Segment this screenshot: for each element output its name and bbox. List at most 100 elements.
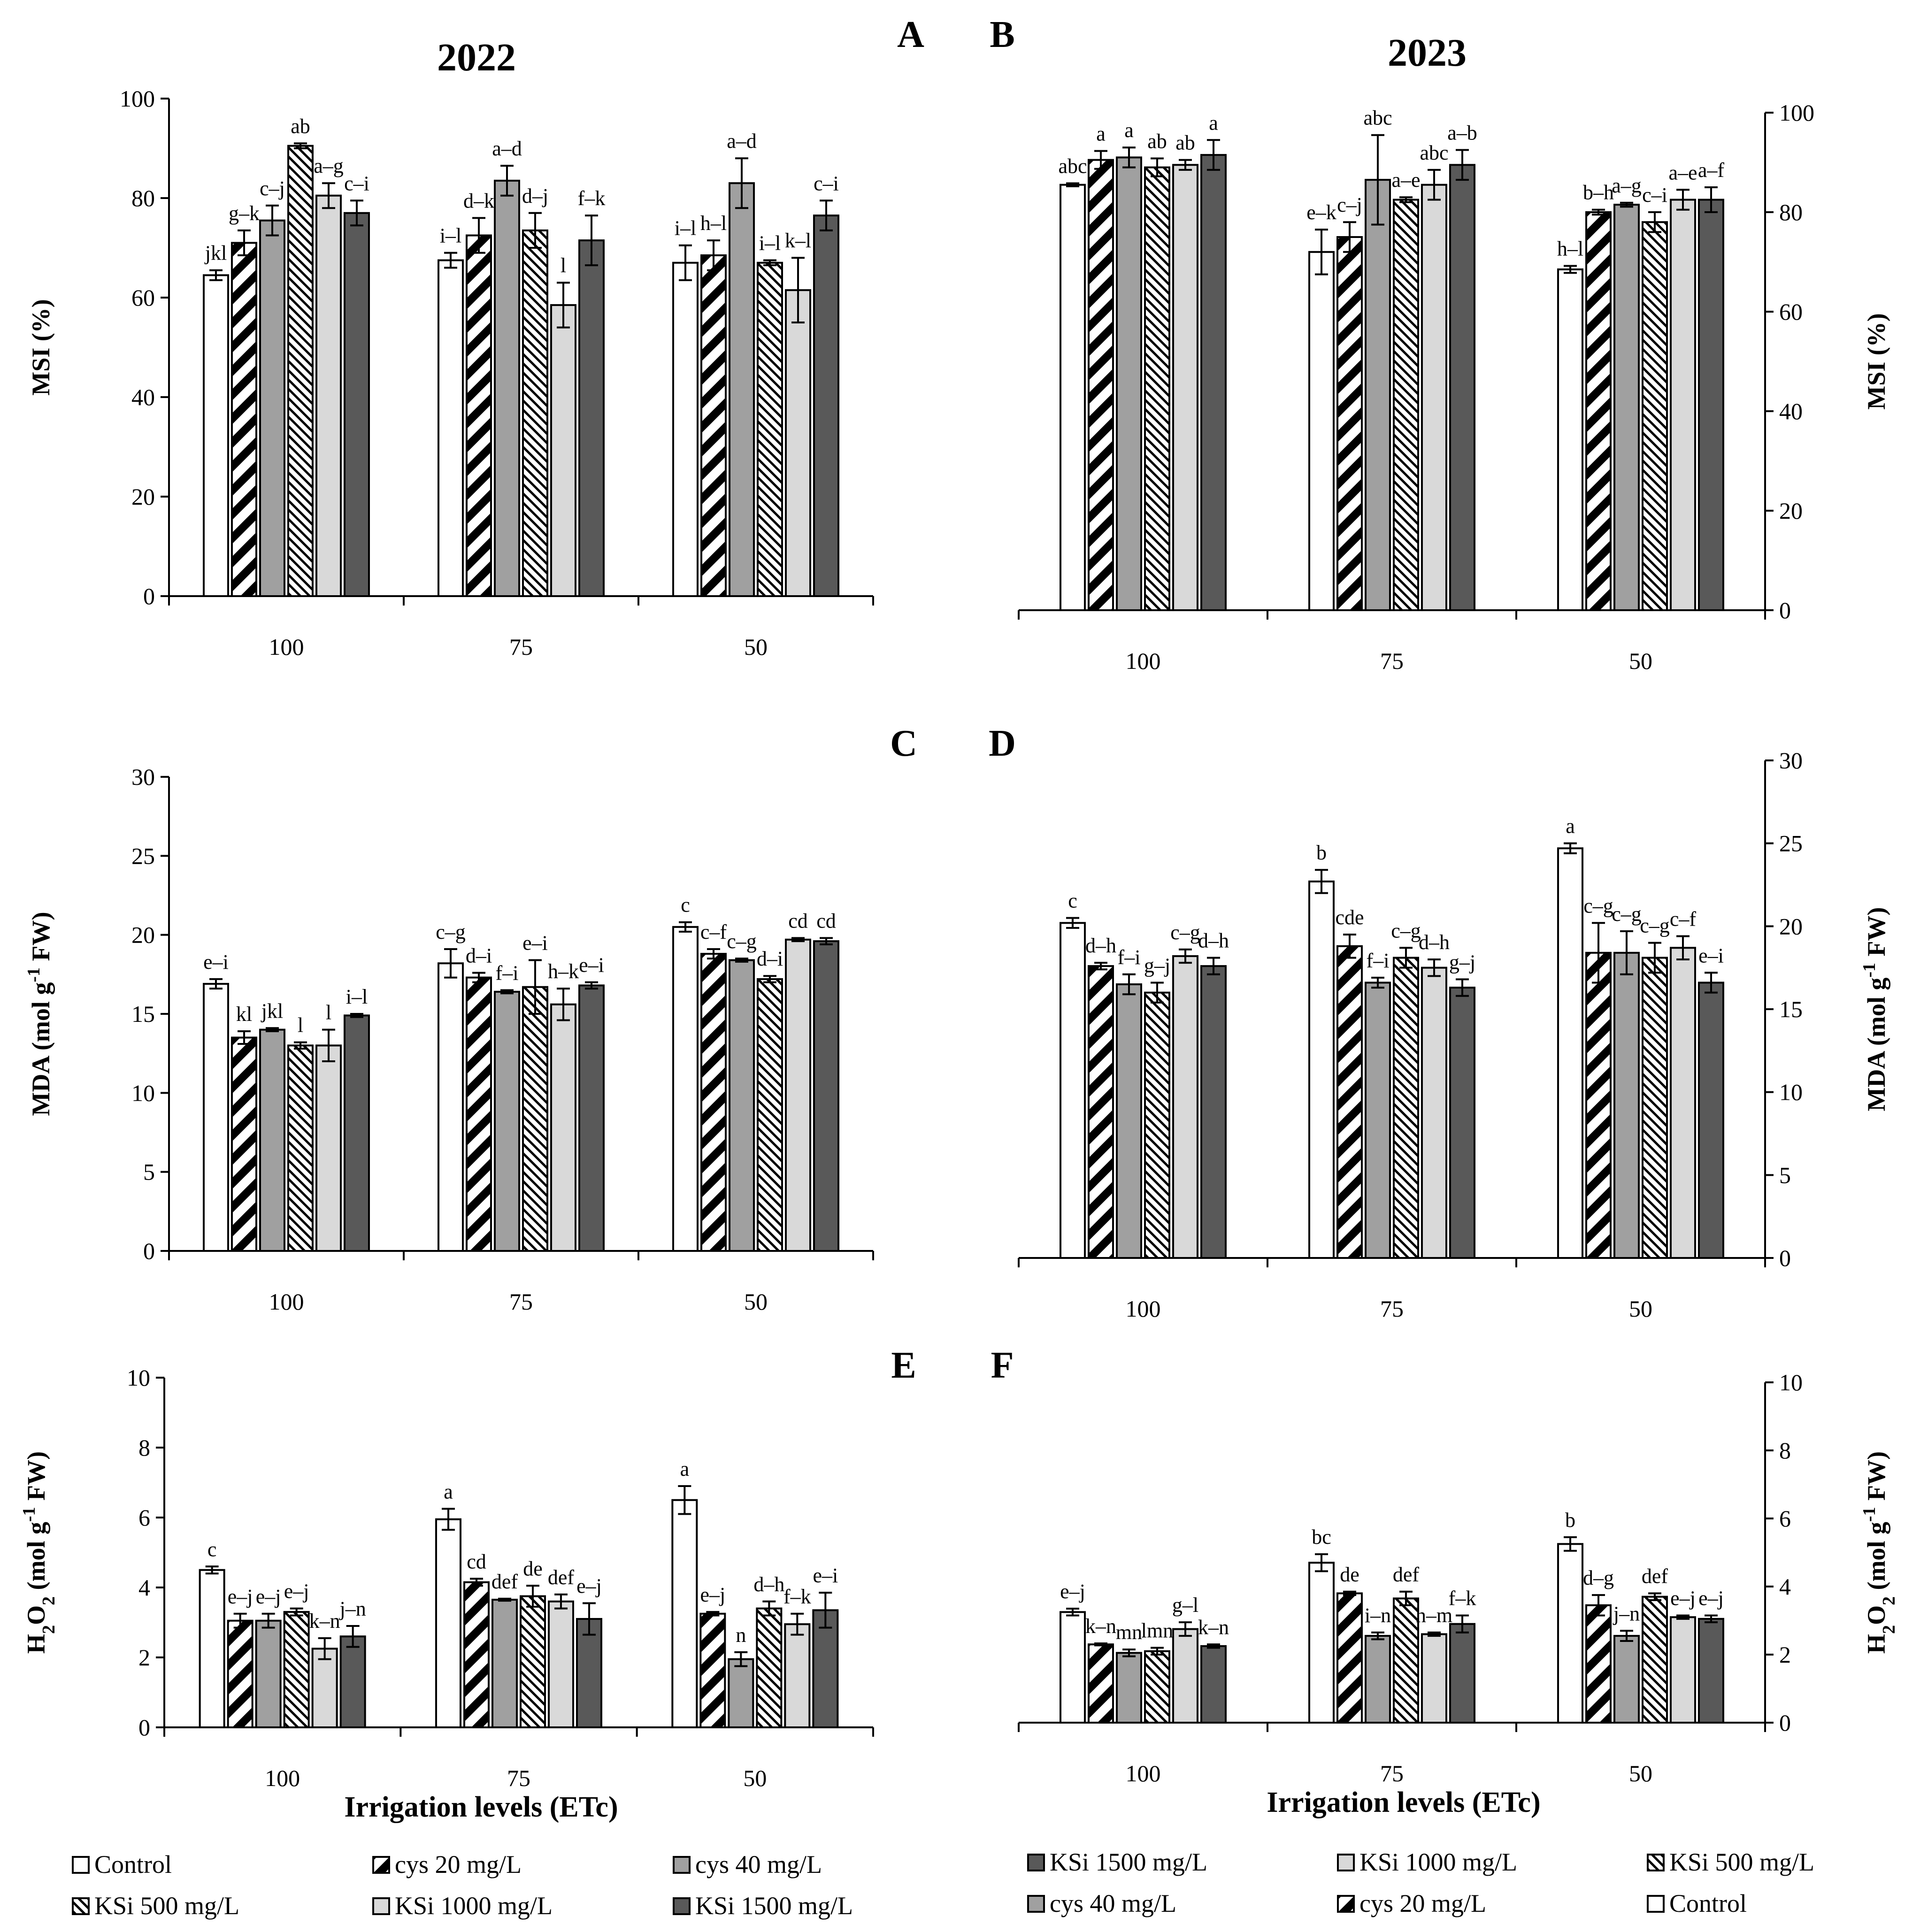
bar [1336, 236, 1363, 611]
significance-letter: a [680, 1457, 690, 1480]
significance-letter: a–d [492, 137, 522, 160]
significance-letter: i–l [675, 217, 696, 240]
bar [548, 1600, 574, 1729]
significance-letter: c–g [1391, 919, 1421, 942]
bar [1449, 1623, 1475, 1724]
bar [1336, 1592, 1363, 1724]
y-tick-label: 5 [1779, 1162, 1791, 1188]
bar [315, 194, 342, 597]
legend-swatch [372, 1856, 390, 1874]
bar [203, 274, 229, 597]
y-tick-label: 10 [127, 1365, 150, 1391]
panel-title: 2022 [437, 36, 516, 79]
significance-letter: j–n [1613, 1602, 1640, 1625]
bar [1308, 251, 1335, 611]
significance-letter: c–f [1670, 908, 1697, 931]
y-tick-label: 8 [138, 1434, 150, 1461]
significance-letter: h–l [1557, 237, 1583, 260]
bar [1421, 184, 1447, 611]
y-tick-label: 2 [1779, 1641, 1791, 1668]
significance-letter: e–j [284, 1580, 309, 1603]
significance-letter: l [561, 254, 566, 277]
y-tick-label: 4 [1779, 1573, 1791, 1600]
bar [520, 1595, 546, 1728]
bar [1088, 1643, 1114, 1724]
legend-item: cys 20 mg/L [1337, 1889, 1486, 1917]
y-tick-label: 25 [1779, 830, 1803, 857]
significance-letter: a–f [1698, 159, 1725, 182]
significance-letter: i–l [759, 232, 781, 255]
legend-swatch [673, 1856, 691, 1874]
significance-letter: i–l [346, 985, 368, 1008]
bar [227, 1619, 253, 1728]
bar [1698, 1618, 1724, 1724]
bar [812, 1609, 839, 1729]
significance-letter: h–l [700, 212, 727, 235]
significance-letter: f–k [578, 187, 606, 210]
bar [1308, 880, 1335, 1259]
bar [1585, 951, 1612, 1259]
legend-label: KSi 500 mg/L [94, 1892, 239, 1920]
legend-swatch [1027, 1895, 1045, 1913]
bar [203, 983, 229, 1252]
significance-letter: l [298, 1014, 303, 1037]
legend-swatch [1337, 1854, 1355, 1871]
x-tick-label: 75 [509, 634, 533, 660]
significance-letter: b–h [1583, 181, 1614, 204]
panel-letter: F [991, 1345, 1014, 1386]
x-tick-label: 50 [743, 1765, 767, 1791]
bar [1172, 1628, 1198, 1724]
significance-letter: c–j [260, 177, 285, 200]
significance-letter: c–g [1612, 903, 1642, 926]
y-tick-label: 60 [131, 284, 155, 311]
x-tick-label: 50 [1629, 648, 1652, 674]
bar [1585, 1604, 1612, 1724]
significance-letter: def [1393, 1563, 1420, 1586]
significance-letter: a–b [1447, 122, 1477, 145]
bar [287, 145, 314, 597]
bar [1144, 166, 1170, 612]
bar [283, 1611, 310, 1728]
x-tick-label: 50 [1629, 1296, 1652, 1322]
legend-item: KSi 1500 mg/L [673, 1892, 853, 1920]
significance-letter: e–j [1060, 1580, 1085, 1603]
bar [466, 976, 492, 1252]
significance-letter: d–i [757, 947, 783, 970]
significance-letter: lmn [1141, 1619, 1173, 1642]
bar [672, 926, 699, 1252]
bar [494, 179, 520, 597]
x-tick-label: 100 [1126, 648, 1161, 674]
legend-swatch [1647, 1854, 1665, 1871]
legend-label: KSi 1000 mg/L [1359, 1848, 1517, 1876]
significance-letter: abc [1420, 141, 1448, 164]
bar [1613, 1635, 1640, 1724]
bar [1060, 184, 1086, 611]
bar [1365, 1635, 1391, 1724]
y-tick-label: 0 [1779, 1245, 1791, 1271]
significance-letter: a–g [1612, 174, 1642, 197]
y-tick-label: 40 [1779, 398, 1803, 424]
significance-letter: jkl [261, 999, 283, 1022]
significance-letter: def [1642, 1565, 1668, 1588]
significance-letter: e–j [256, 1585, 281, 1608]
bar [255, 1619, 282, 1728]
significance-letter: d–k [463, 189, 494, 212]
significance-letter: h–k [548, 960, 579, 983]
bar [578, 984, 605, 1252]
x-tick-label: 75 [509, 1288, 533, 1315]
bar [729, 182, 755, 597]
legend-item: cys 40 mg/L [673, 1850, 822, 1878]
significance-letter: cd [788, 909, 808, 932]
x-axis-label: Irrigation levels (ETc) [1267, 1786, 1540, 1818]
legend-swatch [372, 1897, 390, 1915]
bar [1613, 951, 1640, 1259]
y-tick-label: 30 [1779, 747, 1803, 774]
y-axis-label: MSI (%) [1862, 313, 1890, 409]
legend-label: KSi 1500 mg/L [695, 1892, 853, 1920]
panel-letter: E [891, 1345, 916, 1386]
panel-letter: D [989, 723, 1016, 764]
x-tick-label: 100 [269, 1288, 304, 1315]
